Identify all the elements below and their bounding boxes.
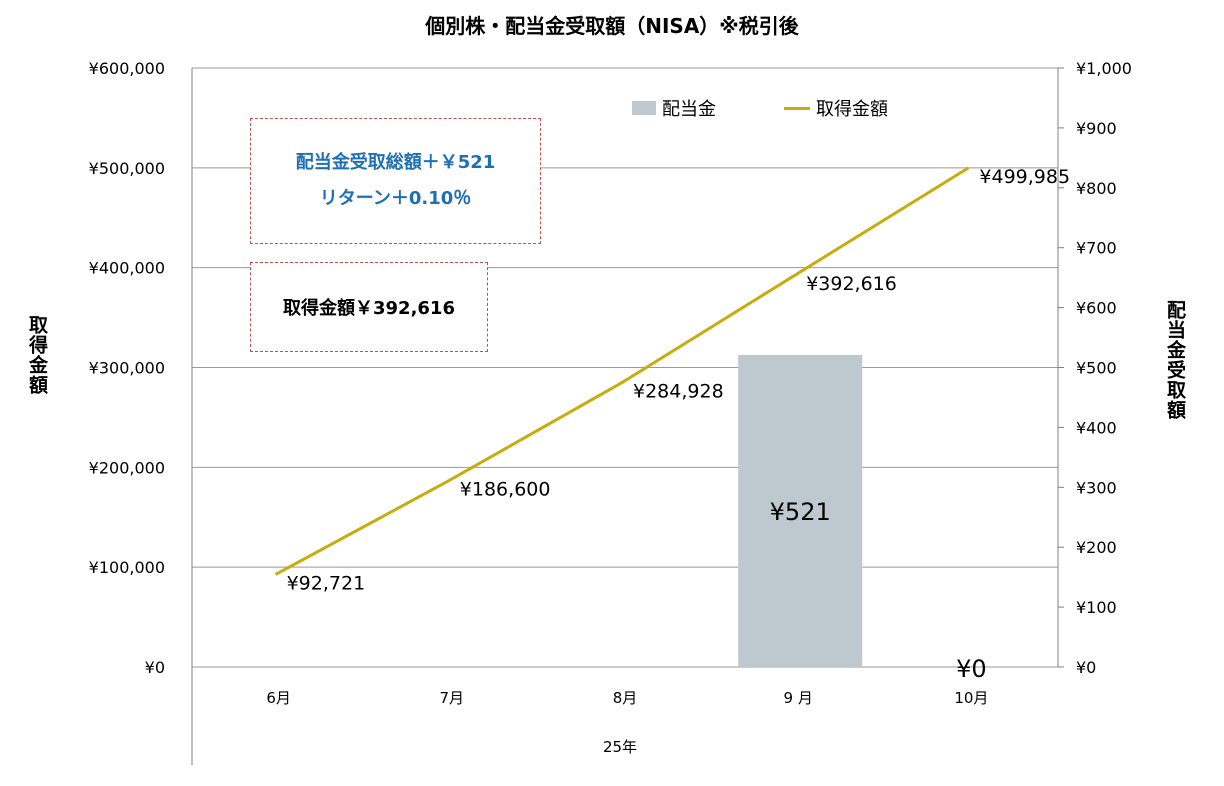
y-right-tick-label: ¥600 <box>1076 299 1117 318</box>
dividend-total-text: 配当金受取総額＋￥521 <box>295 152 496 173</box>
cost-data-label: ¥499,985 <box>979 166 1070 188</box>
return-rate-text: リターン＋0.10％ <box>319 188 472 209</box>
cost-data-label: ¥284,928 <box>633 381 724 403</box>
cost-summary-box: 取得金額￥392,616 <box>250 262 488 352</box>
x-tick-label: 10月 <box>954 689 988 707</box>
legend-swatch-dividend <box>632 101 656 115</box>
y-left-tick-label: ¥100,000 <box>89 558 165 577</box>
y-right-tick-label: ¥400 <box>1076 418 1117 437</box>
y-left-tick-label: ¥200,000 <box>89 458 165 477</box>
y-right-tick-label: ¥1,000 <box>1076 59 1132 78</box>
x-tick-label: 8月 <box>613 689 638 707</box>
y-left-tick-label: ¥400,000 <box>89 259 165 278</box>
cost-data-label: ¥392,616 <box>806 273 897 295</box>
y-right-tick-label: ¥300 <box>1076 478 1117 497</box>
cost-data-label: ¥186,600 <box>460 479 551 501</box>
y-right-tick-label: ¥800 <box>1076 179 1117 198</box>
y-left-tick-label: ¥300,000 <box>89 359 165 378</box>
dividend-bar-label: ¥0 <box>956 655 987 683</box>
y-right-tick-label: ¥700 <box>1076 239 1117 258</box>
y-right-tick-label: ¥100 <box>1076 598 1117 617</box>
x-axis-title: 25年 <box>603 738 637 756</box>
x-tick-label: 7月 <box>440 689 465 707</box>
y-right-tick-label: ¥900 <box>1076 119 1117 138</box>
dividend-bar <box>738 354 863 667</box>
legend: 配当金 取得金額 <box>632 95 888 121</box>
chart-title: 個別株・配当金受取額（NISA）※税引後 <box>425 14 799 38</box>
x-tick-label: 9 月 <box>784 689 813 707</box>
y-left-tick-label: ¥0 <box>145 658 165 677</box>
x-tick-label: 6月 <box>266 689 291 707</box>
y-right-tick-label: ¥200 <box>1076 538 1117 557</box>
cost-line <box>274 166 970 576</box>
y-right-tick-label: ¥0 <box>1076 658 1096 677</box>
legend-label-dividend: 配当金 <box>662 99 716 120</box>
left-axis-title: 取得金額 <box>26 315 48 395</box>
cost-total-text: 取得金額￥392,616 <box>283 298 455 319</box>
y-right-tick-label: ¥500 <box>1076 359 1117 378</box>
y-left-tick-label: ¥600,000 <box>89 59 165 78</box>
cost-data-label: ¥92,721 <box>287 572 366 594</box>
right-axis-title: 配当金受取額 <box>1164 300 1186 420</box>
legend-label-cost: 取得金額 <box>816 99 888 120</box>
dividend-summary-box: 配当金受取総額＋￥521 リターン＋0.10％ <box>250 118 541 244</box>
y-left-tick-label: ¥500,000 <box>89 159 165 178</box>
dividend-bar-label: ¥521 <box>770 498 831 526</box>
legend-swatch-cost <box>784 106 810 110</box>
